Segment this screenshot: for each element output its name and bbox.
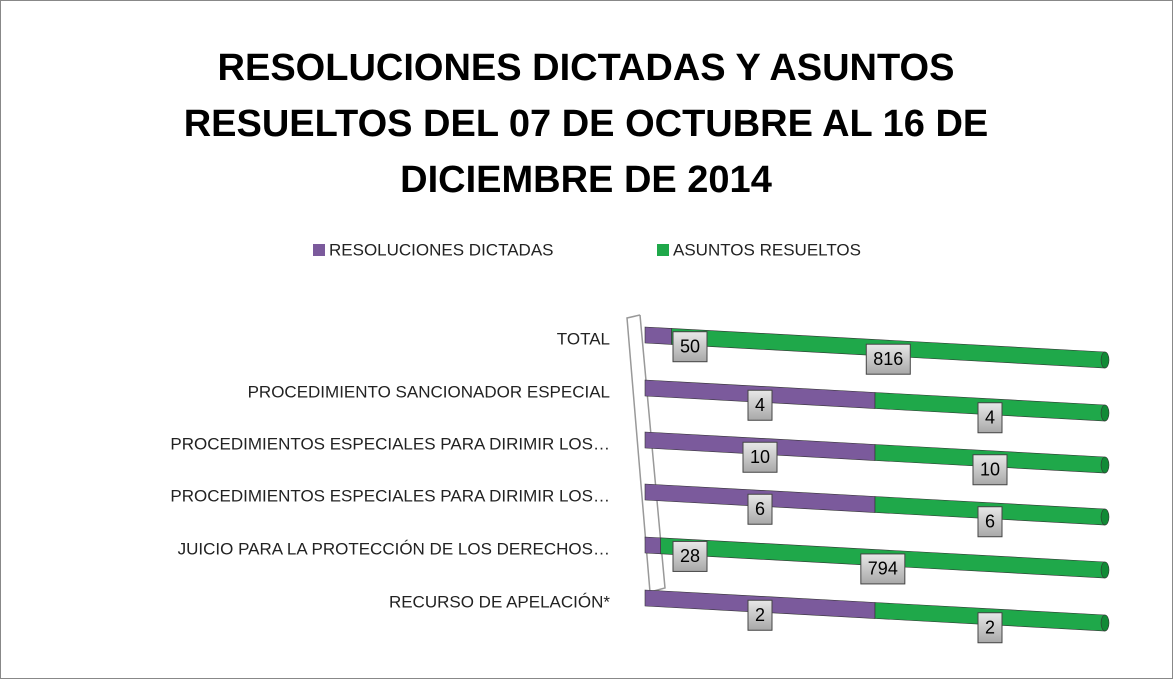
bar-segment <box>644 536 661 555</box>
category-label: JUICIO PARA LA PROTECCIÓN DE LOS DERECHO… <box>178 539 610 558</box>
bar-cap <box>1100 508 1110 526</box>
data-label: 816 <box>873 349 903 369</box>
data-label: 28 <box>680 546 700 566</box>
data-label: 10 <box>980 460 1000 480</box>
bar-cap <box>1100 351 1110 369</box>
category-label: TOTAL <box>557 329 610 348</box>
data-label: 6 <box>985 512 995 532</box>
data-label-box <box>747 493 773 525</box>
data-label-box <box>860 553 906 585</box>
data-label: 2 <box>755 605 765 625</box>
legend-label: ASUNTOS RESUELTOS <box>673 240 861 259</box>
data-label-box <box>865 343 911 375</box>
data-label: 50 <box>680 336 700 356</box>
data-label: 794 <box>868 559 898 579</box>
bar-cap <box>1100 404 1110 422</box>
data-label-box <box>977 612 1003 644</box>
category-label: RECURSO DE APELACIÓN* <box>389 592 610 611</box>
data-label-box <box>977 402 1003 434</box>
data-label-box <box>747 389 773 421</box>
data-label-box <box>672 540 708 572</box>
data-label-box <box>977 506 1003 538</box>
legend-swatch <box>313 244 325 256</box>
data-label-box <box>747 599 773 631</box>
category-label: PROCEDIMIENTO SANCIONADOR ESPECIAL <box>248 382 610 401</box>
category-label: PROCEDIMIENTOS ESPECIALES PARA DIRIMIR L… <box>170 434 610 453</box>
legend-label: RESOLUCIONES DICTADAS <box>329 240 554 259</box>
data-label: 4 <box>755 395 765 415</box>
chart-title: RESOLUCIONES DICTADAS Y ASUNTOS RESUELTO… <box>183 47 989 201</box>
data-label-box <box>972 454 1008 486</box>
bar-segment <box>644 326 672 345</box>
bar-cap <box>1100 561 1110 579</box>
data-label-box <box>742 441 778 473</box>
bar-cap <box>1100 456 1110 474</box>
legend-swatch <box>657 244 669 256</box>
data-label: 4 <box>985 408 995 428</box>
category-label: PROCEDIMIENTOS ESPECIALES PARA DIRIMIR L… <box>170 486 610 505</box>
data-label: 6 <box>755 499 765 519</box>
data-label: 10 <box>750 447 770 467</box>
bar-cap <box>1100 614 1110 632</box>
data-label-box <box>672 331 708 363</box>
data-label: 2 <box>985 618 995 638</box>
